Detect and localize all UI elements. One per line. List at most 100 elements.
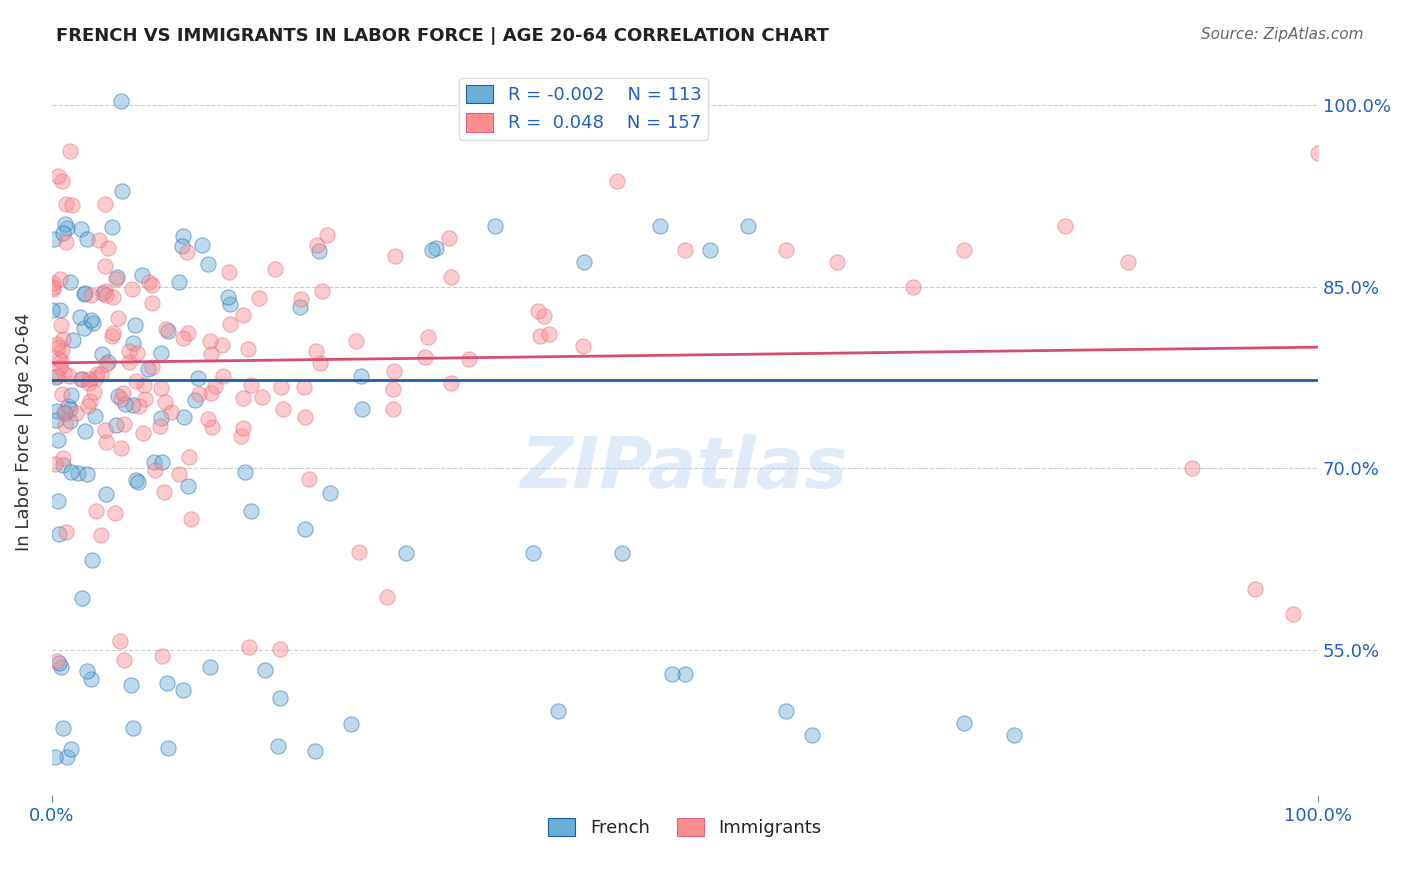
Point <box>131 268 153 282</box>
Point <box>1116 255 1139 269</box>
Point <box>83 384 105 399</box>
Point <box>53 417 76 432</box>
Point <box>238 640 260 654</box>
Point <box>240 377 263 392</box>
Point <box>45 370 67 384</box>
Point <box>58 413 80 427</box>
Point <box>52 405 75 419</box>
Point <box>60 388 83 402</box>
Point <box>124 473 146 487</box>
Point <box>90 368 112 382</box>
Point <box>58 399 80 413</box>
Point <box>172 683 194 698</box>
Point <box>232 421 254 435</box>
Point <box>42 282 65 296</box>
Point <box>90 347 112 361</box>
Point <box>44 749 66 764</box>
Point <box>172 238 194 252</box>
Point <box>153 485 176 500</box>
Point <box>138 275 160 289</box>
Point <box>97 241 120 255</box>
Point <box>45 654 67 668</box>
Point <box>127 346 149 360</box>
Point <box>103 326 125 340</box>
Point <box>232 308 254 322</box>
Point <box>190 237 212 252</box>
Point <box>121 336 143 351</box>
Point <box>60 465 83 479</box>
Point <box>67 467 90 481</box>
Point <box>250 390 273 404</box>
Point <box>45 413 67 427</box>
Point <box>184 392 207 407</box>
Point <box>86 367 108 381</box>
Point <box>952 244 974 258</box>
Point <box>150 648 173 663</box>
Point <box>124 318 146 333</box>
Point <box>418 330 440 344</box>
Point <box>263 262 285 277</box>
Point <box>200 346 222 360</box>
Point <box>76 467 98 481</box>
Point <box>219 297 242 311</box>
Point <box>62 333 84 347</box>
Point <box>198 334 221 348</box>
Point <box>110 442 132 456</box>
Point <box>51 387 73 401</box>
Point <box>440 376 463 390</box>
Point <box>673 667 696 681</box>
Point <box>69 310 91 324</box>
Point <box>84 409 107 424</box>
Point <box>84 371 107 385</box>
Point <box>737 219 759 233</box>
Point <box>80 313 103 327</box>
Point <box>77 399 100 413</box>
Point <box>188 387 211 401</box>
Point <box>172 331 194 345</box>
Point <box>384 249 406 263</box>
Point <box>69 372 91 386</box>
Point <box>775 244 797 258</box>
Point <box>73 286 96 301</box>
Point <box>58 369 80 384</box>
Point <box>55 235 77 250</box>
Point <box>73 424 96 438</box>
Point <box>1281 607 1303 621</box>
Point <box>104 506 127 520</box>
Point <box>51 343 73 358</box>
Point <box>48 351 70 366</box>
Point <box>606 173 628 187</box>
Point <box>94 197 117 211</box>
Point <box>699 244 721 258</box>
Point <box>381 401 404 416</box>
Point <box>122 399 145 413</box>
Point <box>41 303 63 318</box>
Point <box>49 272 72 286</box>
Point <box>44 457 66 471</box>
Point <box>901 279 924 293</box>
Point <box>211 338 233 352</box>
Point <box>51 174 73 188</box>
Point <box>121 282 143 296</box>
Point <box>49 660 72 674</box>
Point <box>142 455 165 469</box>
Point <box>292 379 315 393</box>
Point <box>136 362 159 376</box>
Point <box>219 317 242 331</box>
Point <box>249 291 271 305</box>
Point <box>218 264 240 278</box>
Point <box>141 359 163 374</box>
Point <box>149 410 172 425</box>
Point <box>80 288 103 302</box>
Point <box>425 241 447 255</box>
Point <box>52 226 75 240</box>
Point <box>458 352 481 367</box>
Point <box>267 739 290 754</box>
Point <box>270 379 292 393</box>
Point <box>101 290 124 304</box>
Point <box>120 677 142 691</box>
Point <box>52 332 75 346</box>
Point <box>46 404 69 418</box>
Point <box>152 454 174 468</box>
Point <box>150 381 173 395</box>
